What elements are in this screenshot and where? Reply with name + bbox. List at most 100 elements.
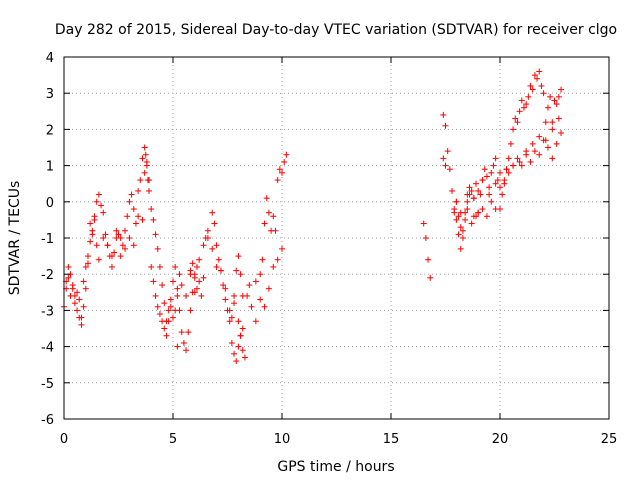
- data-point: [89, 227, 96, 234]
- data-point: [152, 292, 159, 299]
- data-point: [172, 307, 179, 314]
- y-tick-label: 3: [46, 87, 54, 102]
- data-point: [209, 245, 216, 252]
- data-point: [239, 292, 246, 299]
- y-tick-label: -1: [41, 232, 54, 247]
- data-point: [167, 296, 174, 303]
- data-point: [464, 206, 471, 213]
- data-point: [91, 216, 98, 223]
- data-point: [492, 206, 499, 213]
- data-point: [446, 166, 453, 173]
- data-point: [488, 169, 495, 176]
- data-point: [196, 256, 203, 263]
- axis-ticks: 0 5 10 15 20 25 -6 -5 -4 -3 -2 -1 0 1 2 3 4: [41, 51, 617, 447]
- data-point: [536, 68, 543, 75]
- data-point: [549, 155, 556, 162]
- data-point: [483, 213, 490, 220]
- data-point: [183, 347, 190, 354]
- data-point: [191, 271, 198, 278]
- data-point: [193, 285, 200, 292]
- data-point: [483, 173, 490, 180]
- data-point: [150, 216, 157, 223]
- data-point: [241, 354, 248, 361]
- data-point: [453, 216, 460, 223]
- data-point: [165, 318, 172, 325]
- data-point: [534, 75, 541, 82]
- data-point: [239, 347, 246, 354]
- data-point: [427, 274, 434, 281]
- data-point: [130, 206, 137, 213]
- data-point: [204, 235, 211, 241]
- data-point: [148, 206, 155, 213]
- data-point: [462, 216, 469, 223]
- data-point: [239, 325, 246, 332]
- data-point: [126, 235, 133, 241]
- data-point: [174, 285, 181, 292]
- data-point: [132, 220, 139, 227]
- data-point: [148, 263, 155, 270]
- data-point: [222, 296, 229, 303]
- data-point: [261, 220, 268, 227]
- data-point: [71, 292, 78, 299]
- y-tick-label: -5: [41, 377, 54, 392]
- data-point: [141, 144, 148, 151]
- data-point: [459, 227, 466, 234]
- data-point: [108, 253, 115, 260]
- data-point: [139, 155, 146, 162]
- data-point: [135, 187, 142, 194]
- data-point: [494, 177, 501, 184]
- data-point: [237, 271, 244, 278]
- grid-lines: [64, 57, 609, 419]
- data-point: [231, 350, 238, 357]
- data-point: [486, 184, 493, 191]
- data-point: [93, 242, 100, 249]
- data-point: [115, 231, 122, 238]
- data-point: [209, 209, 216, 216]
- data-point: [518, 162, 525, 169]
- y-tick-label: 2: [46, 123, 54, 138]
- data-point: [200, 242, 207, 249]
- data-point: [276, 166, 283, 173]
- data-point: [555, 93, 562, 100]
- data-point: [248, 303, 255, 310]
- data-point: [470, 213, 477, 220]
- data-point: [82, 285, 89, 292]
- data-point: [235, 253, 242, 260]
- data-point: [531, 148, 538, 155]
- data-point: [252, 318, 259, 325]
- data-point: [167, 303, 174, 310]
- data-point: [237, 332, 244, 339]
- data-point: [252, 278, 259, 285]
- data-point: [196, 278, 203, 285]
- data-point: [481, 166, 488, 173]
- data-point: [189, 260, 196, 267]
- data-point: [217, 267, 224, 274]
- data-point: [111, 249, 118, 256]
- data-point: [261, 303, 268, 310]
- data-point: [161, 300, 168, 307]
- data-point: [213, 263, 220, 270]
- data-point: [191, 289, 198, 296]
- data-point: [163, 332, 170, 339]
- data-point: [228, 314, 235, 321]
- data-point: [451, 209, 458, 216]
- data-point: [231, 300, 238, 307]
- data-point: [220, 282, 227, 289]
- data-point: [455, 213, 462, 220]
- data-point: [538, 82, 545, 89]
- data-point: [128, 191, 135, 198]
- data-point: [512, 115, 519, 122]
- data-point: [420, 220, 427, 227]
- data-point: [104, 242, 111, 249]
- data-point: [198, 292, 205, 299]
- data-point: [542, 137, 549, 144]
- data-point: [274, 177, 281, 184]
- data-point: [113, 227, 120, 234]
- data-points: [61, 68, 565, 365]
- data-point: [146, 177, 153, 184]
- x-tick-label: 20: [492, 432, 509, 447]
- data-point: [265, 209, 272, 216]
- data-point: [263, 195, 270, 202]
- x-tick-label: 15: [383, 432, 400, 447]
